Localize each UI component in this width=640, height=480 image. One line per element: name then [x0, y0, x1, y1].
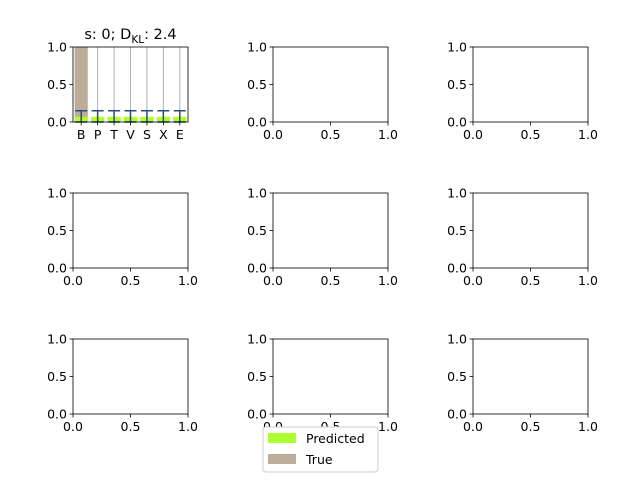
y-tick-label: 1.0 [247, 186, 267, 201]
x-tick-label-P: P [94, 127, 102, 142]
y-tick-label: 1.0 [47, 186, 67, 201]
y-tick-label: 0.5 [247, 77, 267, 92]
legend-swatch-true [268, 454, 296, 464]
y-tick-label: 0.0 [447, 115, 467, 130]
y-tick-label: 1.0 [447, 332, 467, 347]
subplot-9: 0.0 0.5 1.0 0.0 0.5 1.0 [447, 332, 598, 435]
subplot-3: 0.0 0.5 1.0 0.0 0.5 1.0 [447, 40, 598, 143]
y-tick-label: 0.5 [47, 77, 67, 92]
y-tick-label: 1.0 [447, 40, 467, 55]
x-tick-label: 0.0 [463, 419, 483, 434]
subplot-1: B P T V S X Es: 0; DKL: 2.4 0.0 0.5 1.0 [47, 27, 189, 142]
x-tick-label-T: T [109, 127, 118, 142]
axes-frame [72, 46, 189, 123]
axes-frame [272, 46, 389, 123]
x-tick-label: 0.5 [321, 273, 341, 288]
x-tick-label-E: E [176, 127, 184, 142]
y-tick-label: 0.0 [447, 261, 467, 276]
y-tick-label: 0.0 [247, 261, 267, 276]
x-tick-label: 0.5 [521, 127, 541, 142]
x-tick-label: 0.5 [521, 419, 541, 434]
y-tick-label: 0.0 [47, 261, 67, 276]
subplot-7: 0.0 0.5 1.0 0.0 0.5 1.0 [47, 332, 198, 435]
y-tick-label: 1.0 [247, 332, 267, 347]
subplot-title: s: 0; DKL: 2.4 [84, 27, 176, 46]
x-tick-label: 1.0 [178, 419, 198, 434]
x-tick-label: 1.0 [378, 273, 398, 288]
y-tick-label: 1.0 [47, 332, 67, 347]
axes-frame [472, 338, 589, 415]
legend-label-predicted: Predicted [306, 431, 365, 446]
bar-true-B [74, 47, 88, 122]
x-tick-label: 0.0 [463, 273, 483, 288]
y-tick-label: 0.5 [447, 369, 467, 384]
y-tick-label: 0.5 [447, 77, 467, 92]
x-tick-label: 1.0 [378, 419, 398, 434]
y-tick-label: 0.5 [247, 223, 267, 238]
x-tick-label: 0.0 [63, 419, 83, 434]
x-tick-label: 1.0 [578, 127, 598, 142]
subplot-5: 0.0 0.5 1.0 0.0 0.5 1.0 [247, 186, 398, 289]
subplot-4: 0.0 0.5 1.0 0.0 0.5 1.0 [47, 186, 198, 289]
y-tick-label: 1.0 [47, 40, 67, 55]
x-tick-label: 1.0 [578, 273, 598, 288]
y-tick-label: 0.0 [47, 407, 67, 422]
title-value: : 2.4 [144, 27, 177, 43]
y-tick-label: 1.0 [447, 186, 467, 201]
y-tick-label: 0.0 [47, 115, 67, 130]
subplot-grid: B P T V S X Es: 0; DKL: 2.40.00.51.00.0 0.5 1.00… [47, 27, 598, 434]
y-tick-label: 0.0 [247, 115, 267, 130]
x-tick-label: 0.5 [321, 127, 341, 142]
subplot-8: 0.00.51.00.00.51.0 [247, 332, 398, 435]
x-tick-label: 1.0 [378, 127, 398, 142]
x-tick-label: 1.0 [178, 273, 198, 288]
y-tick-label: 0.5 [247, 369, 267, 384]
x-tick-label-X: X [159, 127, 168, 142]
y-tick-label: 0.5 [447, 223, 467, 238]
x-tick-label: 0.0 [63, 273, 83, 288]
y-tick-label: 0.5 [47, 223, 67, 238]
y-tick-label: 0.0 [447, 407, 467, 422]
x-tick-label: 0.0 [263, 273, 283, 288]
x-tick-label: 0.5 [121, 273, 141, 288]
subplot-6: 0.0 0.5 1.0 0.0 0.5 1.0 [447, 186, 598, 289]
y-tick-label: 0.5 [47, 369, 67, 384]
x-tick-label: 0.0 [263, 127, 283, 142]
axes-frame [72, 338, 189, 415]
axes-frame [472, 192, 589, 269]
x-tick-label-B: B [77, 127, 86, 142]
axes-frame [272, 338, 389, 415]
axes-frame [72, 192, 189, 269]
x-tick-label: 1.0 [578, 419, 598, 434]
x-tick-label-V: V [126, 127, 135, 142]
y-tick-label: 0.0 [247, 407, 267, 422]
subplot-2: 0.0 0.5 1.0 0.0 0.5 1.0 [247, 40, 398, 143]
axes-frame [472, 46, 589, 123]
x-tick-label: 0.0 [463, 127, 483, 142]
x-tick-label: 0.5 [121, 419, 141, 434]
axes-frame [272, 192, 389, 269]
legend-label-true: True [305, 452, 333, 467]
x-tick-label: 0.5 [521, 273, 541, 288]
title-main: s: 0; D [84, 27, 131, 43]
title-subscript: KL [131, 34, 144, 46]
legend-swatch-predicted [268, 433, 296, 443]
legend: Predicted True [262, 426, 379, 473]
x-tick-label-S: S [143, 127, 151, 142]
y-tick-label: 1.0 [247, 40, 267, 55]
